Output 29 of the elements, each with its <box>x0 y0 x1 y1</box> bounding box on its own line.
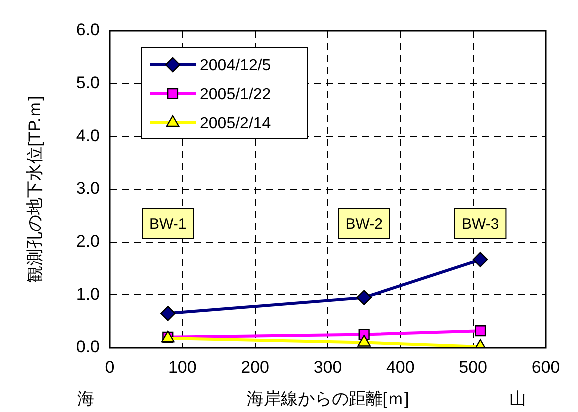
point <box>356 290 372 306</box>
y-tick-label: 3.0 <box>76 179 100 198</box>
y-axis-title: 観測孔の地下水位[TP.ｍ] <box>26 96 45 283</box>
y-tick-label: 0.0 <box>76 338 100 357</box>
x-axis-title: 海岸線からの距離[ｍ] <box>246 390 410 409</box>
annotation: BW-1 <box>150 216 187 234</box>
point <box>358 335 371 347</box>
text: 海 <box>78 390 94 409</box>
y-tick-label: 1.0 <box>76 284 100 304</box>
x-tick-label: 100 <box>168 358 197 377</box>
annotation: BW-3 <box>462 216 500 234</box>
y-tick-label: 2.0 <box>76 232 100 252</box>
legend-label: 2004/12/5 <box>200 57 272 74</box>
x-tick-label: 200 <box>241 358 270 377</box>
point <box>473 252 488 268</box>
legend-label: 2005/1/22 <box>200 86 272 104</box>
annotation: BW-2 <box>346 216 383 234</box>
x-tick-label: 400 <box>386 358 415 377</box>
text: 山 <box>510 390 526 409</box>
x-tick-label: 0 <box>105 358 115 377</box>
y-tick-label: 6.0 <box>76 20 100 40</box>
point <box>160 306 176 322</box>
point <box>475 326 486 337</box>
x-tick-label: 500 <box>459 358 488 377</box>
legend-label: 2005/2/14 <box>200 115 272 132</box>
x-tick-label: 600 <box>532 358 560 377</box>
x-tick-label: 300 <box>314 358 342 377</box>
y-tick-label: 5.0 <box>76 74 100 93</box>
y-tick-label: 4.0 <box>76 126 100 146</box>
